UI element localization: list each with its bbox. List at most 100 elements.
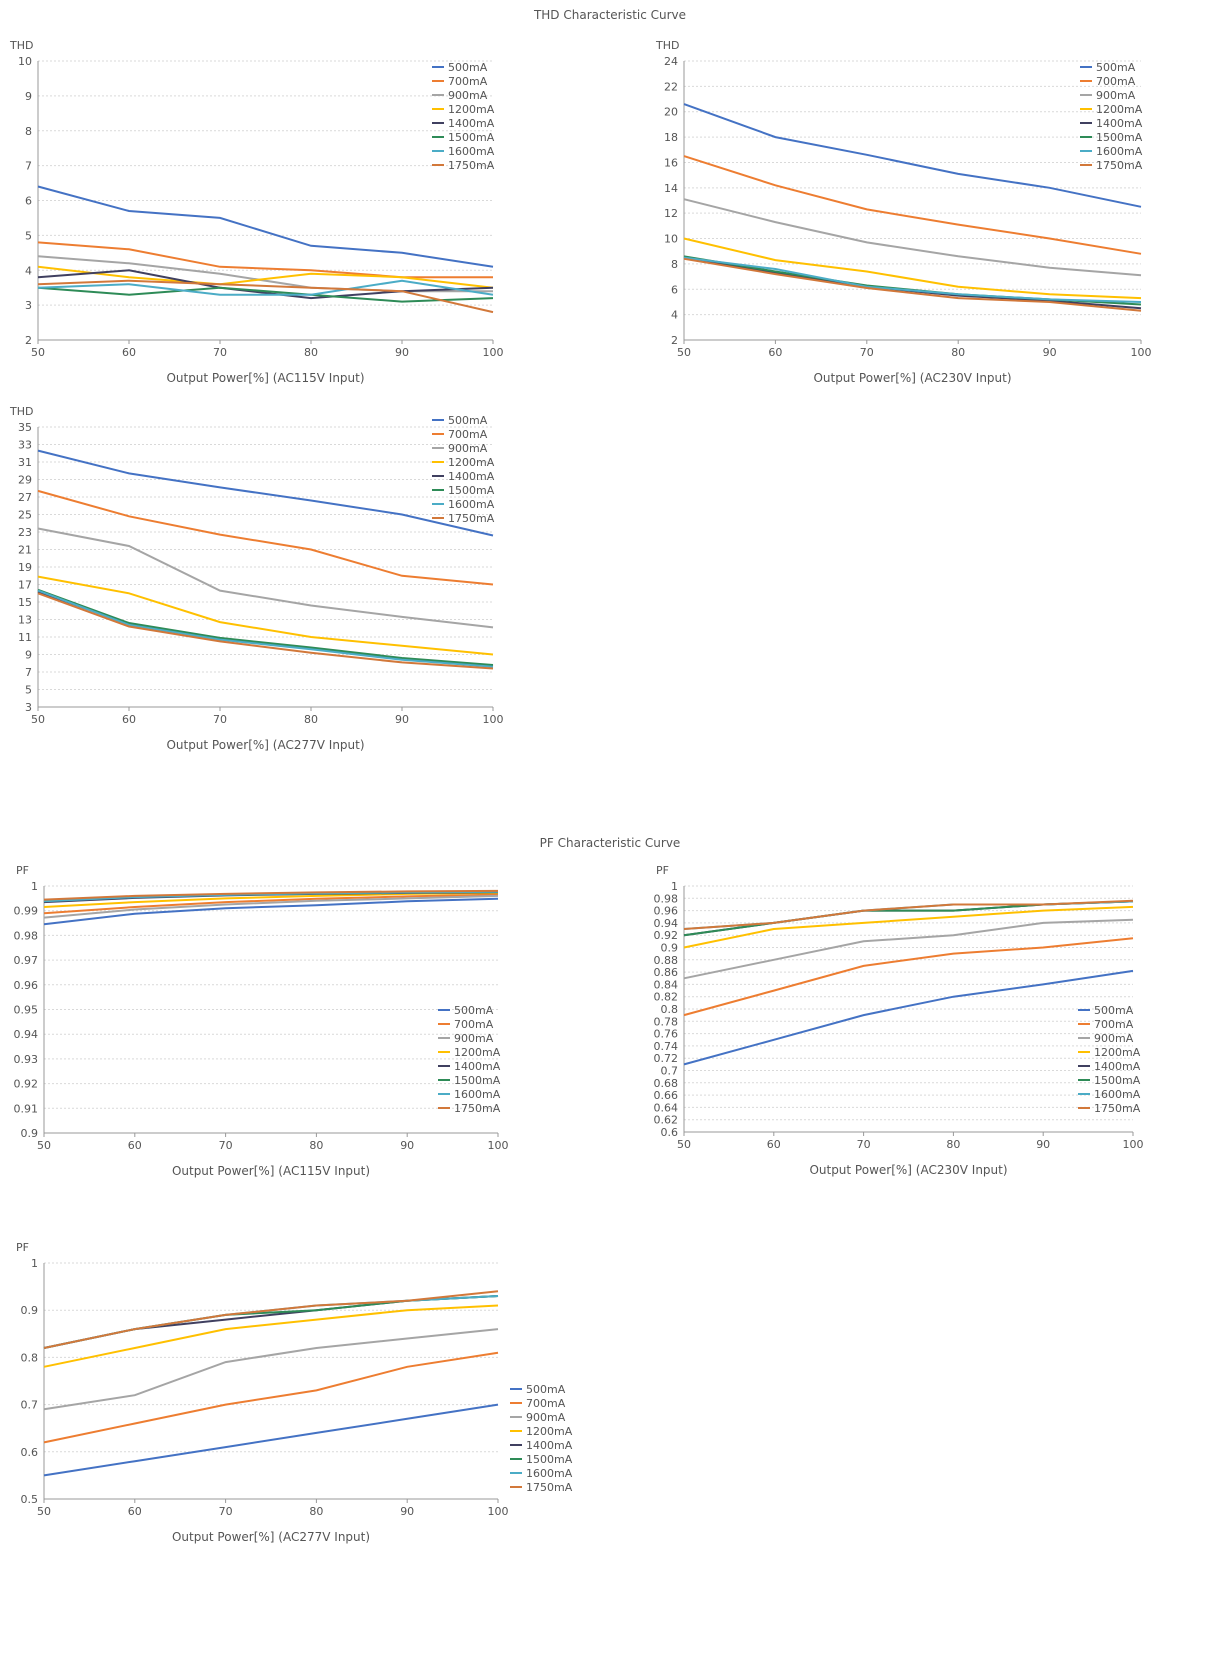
legend-label: 700mA (1094, 1018, 1134, 1031)
x-tick-label: 60 (767, 1138, 781, 1151)
x-tick-label: 90 (1043, 346, 1057, 359)
series-line-1400mA (37, 269, 494, 300)
y-tick-label: 0.5 (21, 1493, 39, 1506)
x-tick-label: 60 (122, 713, 136, 726)
y-tick-label: 10 (664, 233, 678, 246)
legend-label: 1500mA (1096, 131, 1143, 144)
legend-label: 1200mA (1096, 103, 1143, 116)
series-line-1400mA (683, 900, 1134, 937)
y-tick-label: 0.8 (661, 1003, 679, 1016)
legend-label: 1750mA (454, 1102, 501, 1115)
y-tick-label: 12 (664, 207, 678, 220)
y-axis-label: THD (9, 405, 33, 418)
legend-label: 1500mA (454, 1074, 501, 1087)
x-tick-label: 50 (31, 713, 45, 726)
legend-label: 500mA (448, 414, 488, 427)
y-tick-label: 2 (671, 334, 678, 347)
x-tick-label: 100 (488, 1139, 509, 1152)
legend-label: 1500mA (526, 1453, 573, 1466)
x-axis-label: Output Power[%] (AC277V Input) (166, 738, 364, 752)
x-tick-label: 90 (395, 346, 409, 359)
series-line-700mA (683, 937, 1134, 1017)
x-tick-label: 70 (860, 346, 874, 359)
x-tick-label: 60 (128, 1139, 142, 1152)
x-tick-label: 100 (1123, 1138, 1144, 1151)
x-tick-label: 50 (37, 1139, 51, 1152)
pf-chart-ac230v: PF 0.60.620.640.660.680.70.720.740.760.78… (654, 864, 1144, 1177)
legend-label: 900mA (448, 442, 488, 455)
y-tick-label: 24 (664, 55, 678, 68)
x-tick-label: 50 (677, 1138, 691, 1151)
y-tick-label: 27 (18, 491, 32, 504)
y-tick-label: 0.92 (654, 929, 679, 942)
y-tick-label: 0.74 (654, 1040, 679, 1053)
series-line-1600mA (37, 589, 494, 668)
y-tick-label: 0.84 (654, 978, 679, 991)
y-axis-label: THD (9, 39, 33, 52)
y-tick-label: 17 (18, 579, 32, 592)
y-tick-label: 6 (671, 283, 678, 296)
series-line-1750mA (683, 899, 1134, 930)
x-tick-label: 80 (304, 346, 318, 359)
legend-label: 1600mA (448, 145, 495, 158)
series-line-1200mA (683, 905, 1134, 949)
series-line-500mA (37, 449, 494, 537)
legend-label: 1500mA (1094, 1074, 1141, 1087)
x-tick-label: 90 (1036, 1138, 1050, 1151)
y-tick-label: 9 (25, 90, 32, 103)
legend-label: 500mA (1094, 1004, 1134, 1017)
y-tick-label: 1 (671, 880, 678, 893)
series-line-900mA (683, 918, 1134, 980)
y-tick-label: 15 (18, 596, 32, 609)
legend-label: 1600mA (448, 498, 495, 511)
series-line-1600mA (683, 256, 1142, 303)
y-tick-label: 5 (25, 229, 32, 242)
y-tick-label: 5 (25, 684, 32, 697)
y-tick-label: 13 (18, 614, 32, 627)
y-tick-label: 0.9 (661, 942, 679, 955)
y-tick-label: 22 (664, 80, 678, 93)
x-tick-label: 90 (395, 713, 409, 726)
y-tick-label: 0.68 (654, 1077, 679, 1090)
y-tick-label: 16 (664, 156, 678, 169)
y-tick-label: 8 (671, 258, 678, 271)
legend-label: 1400mA (448, 117, 495, 130)
y-tick-label: 0.6 (21, 1446, 39, 1459)
y-tick-label: 9 (25, 649, 32, 662)
y-tick-label: 0.97 (14, 954, 39, 967)
y-tick-label: 4 (25, 264, 32, 277)
x-tick-label: 80 (946, 1138, 960, 1151)
y-tick-label: 19 (18, 561, 32, 574)
legend-label: 1400mA (1094, 1060, 1141, 1073)
x-tick-label: 80 (309, 1139, 323, 1152)
x-tick-label: 70 (213, 713, 227, 726)
series-line-1500mA (37, 286, 494, 303)
pf-section-title: PF Characteristic Curve (539, 836, 681, 850)
legend-label: 1750mA (526, 1481, 573, 1494)
series-line-1600mA (43, 1295, 499, 1349)
legend-label: 900mA (448, 89, 488, 102)
series-line-700mA (37, 241, 493, 279)
pf-chart-ac115v: PF 0.9 0.91 0.92 0.93 0.94 0.95 0.96 0.97 0.98 0.9… (14, 864, 509, 1178)
x-axis-label: Output Power[%] (AC230V Input) (809, 1163, 1007, 1177)
series-line-500mA (37, 185, 494, 268)
y-tick-label: 0.95 (14, 1004, 39, 1017)
series-line-700mA (43, 893, 499, 915)
series-line-900mA (683, 198, 1142, 277)
y-tick-label: 11 (18, 631, 32, 644)
series-line-700mA (37, 489, 494, 586)
y-tick-label: 25 (18, 509, 32, 522)
y-tick-label: 35 (18, 421, 32, 434)
y-tick-label: 0.62 (654, 1114, 679, 1127)
y-tick-label: 0.98 (654, 892, 679, 905)
y-tick-label: 2 (25, 334, 32, 347)
y-tick-label: 21 (18, 544, 32, 557)
y-tick-label: 0.96 (654, 905, 679, 918)
x-tick-label: 90 (400, 1505, 414, 1518)
legend-label: 900mA (526, 1411, 566, 1424)
legend-label: 1750mA (1094, 1102, 1141, 1115)
legend-label: 1200mA (454, 1046, 501, 1059)
y-tick-label: 0.9 (21, 1304, 39, 1317)
